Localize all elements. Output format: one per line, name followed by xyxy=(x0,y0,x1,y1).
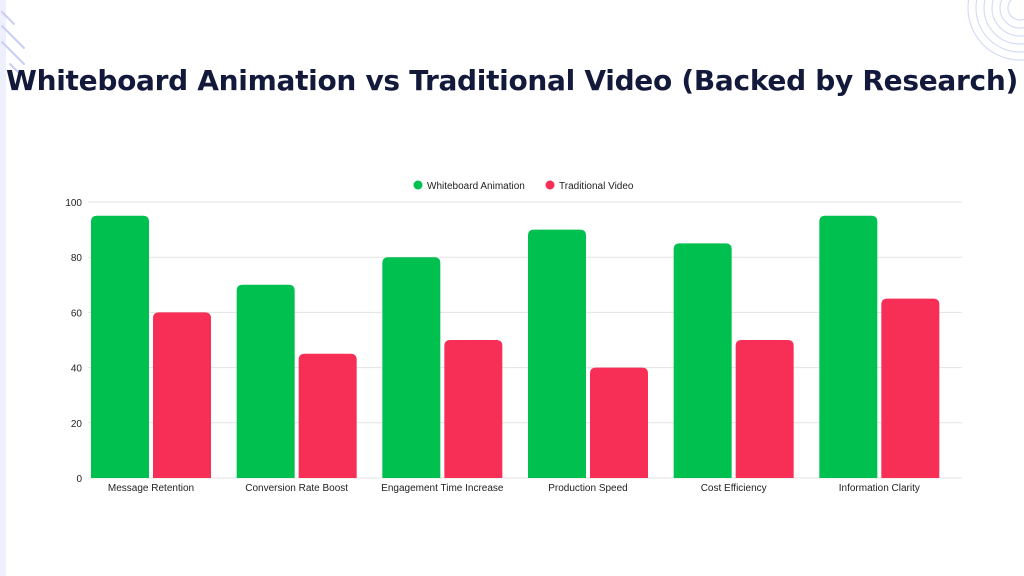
bar-traditional xyxy=(153,312,211,478)
left-accent-strip xyxy=(0,0,6,576)
y-tick-label: 0 xyxy=(76,474,82,485)
bar-whiteboard xyxy=(673,243,732,478)
concentric-circles-decoration xyxy=(967,0,1024,61)
bar-traditional xyxy=(298,353,357,478)
legend-marker-traditional xyxy=(545,180,555,190)
x-tick-label: Cost Efficiency xyxy=(701,483,767,494)
bar-whiteboard xyxy=(236,284,295,478)
y-tick-label: 40 xyxy=(71,364,83,375)
x-tick-label: Engagement Time Increase xyxy=(381,483,504,494)
bar-traditional xyxy=(444,340,503,478)
bar-whiteboard xyxy=(819,215,878,479)
y-tick-label: 20 xyxy=(71,419,83,430)
legend-label-traditional: Traditional Video xyxy=(559,181,634,192)
x-tick-label: Conversion Rate Boost xyxy=(245,483,348,494)
bar-traditional xyxy=(881,298,940,478)
x-tick-label: Information Clarity xyxy=(839,483,920,494)
bar-whiteboard xyxy=(382,257,441,478)
y-tick-label: 100 xyxy=(65,198,82,209)
y-tick-label: 80 xyxy=(71,253,83,264)
bar-whiteboard xyxy=(528,229,586,478)
bar-traditional xyxy=(735,340,794,478)
x-tick-label: Production Speed xyxy=(548,483,628,494)
chart-title: Whiteboard Animation vs Traditional Vide… xyxy=(6,64,1018,97)
bar-whiteboard xyxy=(91,215,149,479)
legend-label-whiteboard: Whiteboard Animation xyxy=(427,181,525,192)
diagonal-lines-decoration xyxy=(1,11,25,75)
y-tick-label: 60 xyxy=(71,308,83,319)
legend-marker-whiteboard xyxy=(413,180,423,190)
bar-traditional xyxy=(590,367,648,478)
x-tick-label: Message Retention xyxy=(108,483,194,494)
